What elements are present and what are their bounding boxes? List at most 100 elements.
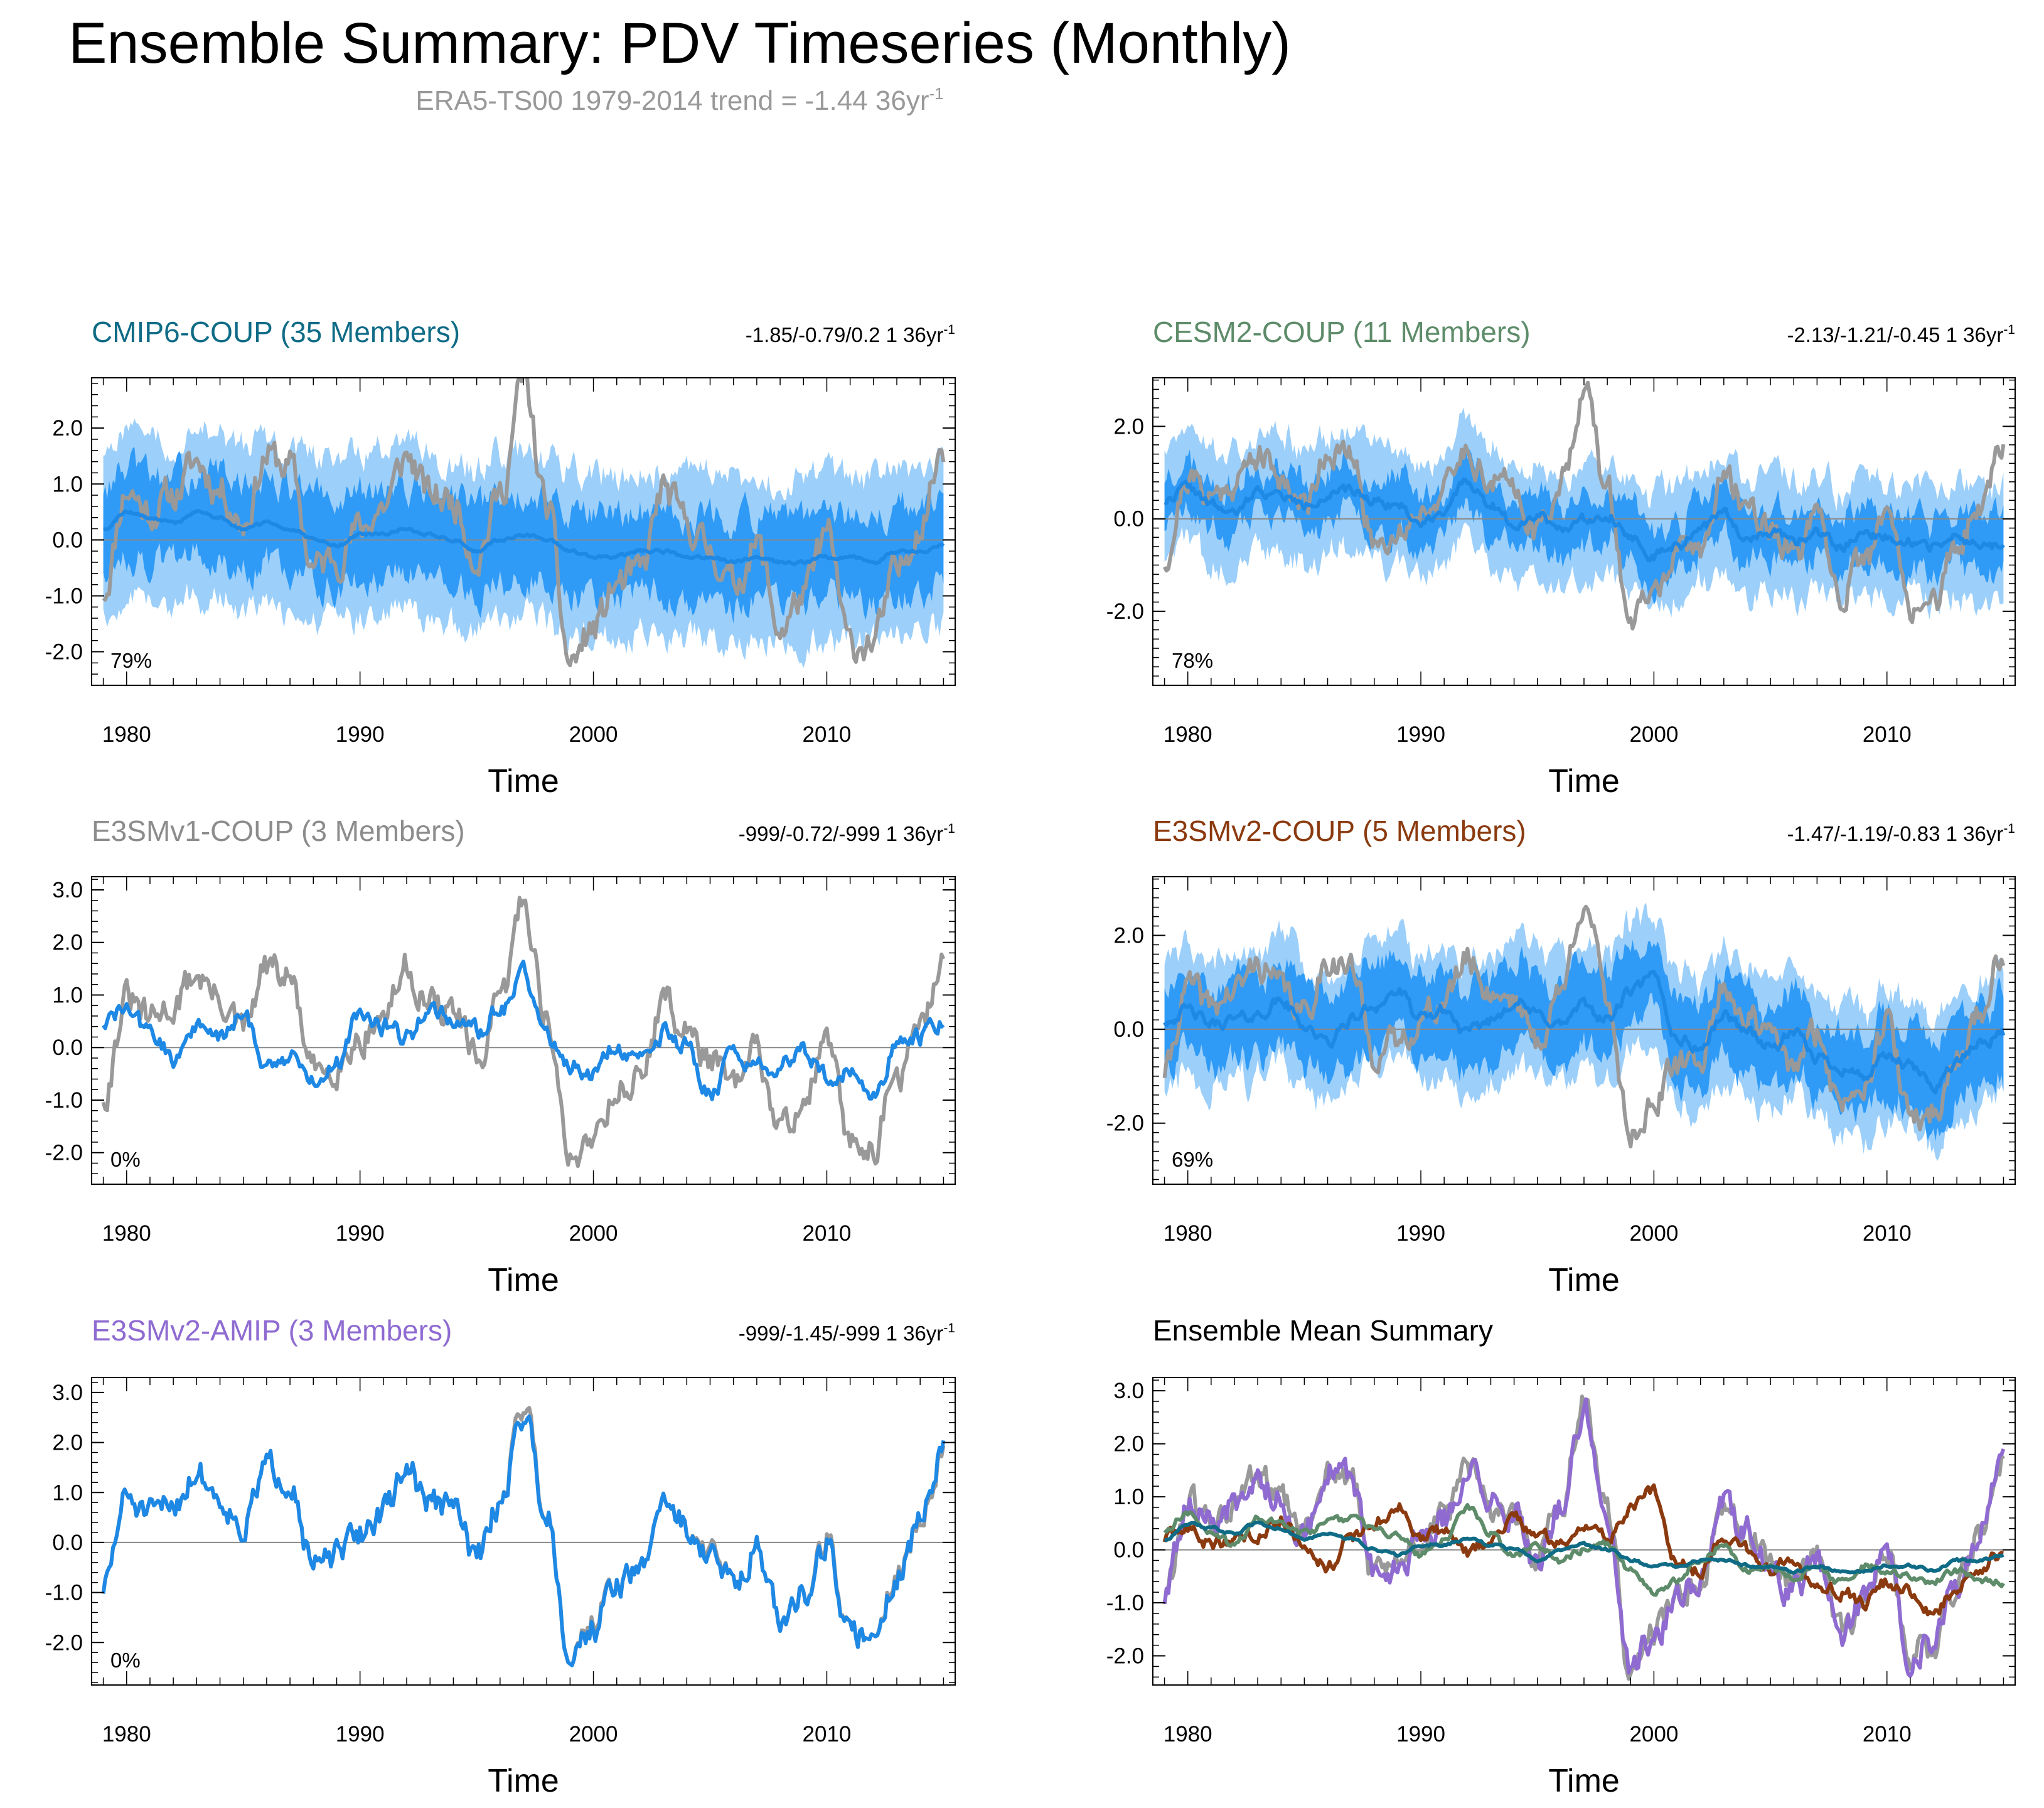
x-tick-label: 2000 (569, 1722, 618, 1746)
y-tick-label: -1.0 (1106, 1591, 1144, 1615)
y-tick-label: 2.0 (52, 416, 83, 441)
y-tick-label: 0.0 (52, 1035, 83, 1060)
x-axis-label: Time (488, 1262, 559, 1298)
y-tick-label: -2.0 (1106, 1644, 1144, 1669)
y-tick-label: -1.0 (45, 1088, 83, 1113)
panel-title: E3SMv2-AMIP (3 Members) (92, 1314, 452, 1347)
x-axis-label: Time (488, 1763, 559, 1799)
y-tick-label: 3.0 (1113, 1379, 1144, 1403)
x-tick-label: 2010 (803, 1722, 852, 1746)
panel-trend: -1.47/-1.19/-0.83 1 36yr-1 (1787, 821, 2015, 845)
x-tick-label: 1980 (102, 1722, 151, 1746)
series-line-ensemble-mean (103, 509, 945, 566)
y-tick-label: 1.0 (52, 1480, 83, 1505)
panel-trend-sup: -1 (2003, 821, 2015, 836)
series-line-e3smv2-coup (1162, 1483, 2004, 1617)
plot-data (92, 378, 955, 668)
x-tick-label: 1980 (1164, 1722, 1212, 1746)
panel-trend-text: -999/-1.45/-999 1 36yr (739, 1322, 944, 1345)
plot-data (1153, 902, 2015, 1161)
x-tick-label: 1990 (1396, 1722, 1445, 1746)
series-line-cesm2-coup (1163, 1503, 2005, 1597)
figure-subtitle-sup: -1 (929, 84, 944, 103)
y-tick-label: 0.0 (1113, 507, 1144, 532)
series-line-era5-ts00 (102, 378, 946, 668)
x-tick-label: 2010 (1863, 1221, 1912, 1246)
panel-title: CESM2-COUP (11 Members) (1153, 316, 1531, 348)
band-inner-band (1164, 442, 2004, 605)
x-tick-label: 1990 (336, 1722, 385, 1746)
percent-label: 0% (110, 1649, 141, 1672)
series-line-e3smv2-amip (1162, 1397, 2006, 1678)
y-tick-label: -2.0 (45, 1630, 83, 1655)
x-tick-label: 2010 (1863, 722, 1912, 747)
plot-data (1153, 1394, 2015, 1681)
panel-trend-sup: -1 (943, 821, 955, 836)
figure-subtitle: ERA5-TS00 1979-2014 trend = -1.44 36yr-1 (415, 84, 943, 116)
panel-trend: -999/-0.72/-999 1 36yr-1 (739, 821, 955, 845)
x-tick-label: 1980 (102, 722, 151, 747)
panel-cmip6: CMIP6-COUP (35 Members) -1.85/-0.79/0.2 1… (45, 316, 956, 800)
figure-title: Ensemble Summary: PDV Timeseries (Monthl… (68, 11, 1291, 75)
x-tick-label: 2000 (569, 722, 618, 747)
x-tick-label: 2000 (1629, 722, 1678, 747)
series-line-ensemble-mean (101, 1414, 946, 1667)
y-tick-label: 1.0 (52, 472, 83, 496)
x-tick-label: 1990 (1396, 1221, 1445, 1246)
band-inner-band (1164, 939, 2004, 1142)
y-tick-label: -1.0 (45, 584, 83, 608)
panel-trend: -1.85/-0.79/0.2 1 36yr-1 (746, 323, 955, 346)
y-tick-label: 0.0 (1113, 1538, 1144, 1563)
percent-label: 0% (110, 1148, 141, 1171)
y-tick-label: 2.0 (52, 1431, 83, 1455)
y-tick-label: -2.0 (1106, 599, 1144, 624)
panel-e3smv2amip: E3SMv2-AMIP (3 Members) -999/-1.45/-999 1… (45, 1314, 956, 1799)
y-tick-label: -1.0 (45, 1581, 83, 1605)
series-line-ensemble-mean (102, 960, 945, 1101)
plot-data (1153, 380, 2015, 631)
series-line-era5-ts00 (101, 896, 946, 1169)
y-tick-label: 2.0 (1113, 1432, 1144, 1457)
panel-grid: CMIP6-COUP (35 Members) -1.85/-0.79/0.2 1… (45, 316, 2016, 1799)
y-tick-label: 1.0 (52, 983, 83, 1007)
series-line-ensemble-mean (1164, 477, 2005, 563)
panel-cesm2: CESM2-COUP (11 Members) -2.13/-1.21/-0.45… (1106, 316, 2016, 800)
series-line-era5-ts00 (1162, 380, 2006, 631)
panel-trend: -2.13/-1.21/-0.45 1 36yr-1 (1787, 323, 2015, 346)
x-tick-label: 1990 (1396, 722, 1445, 747)
panel-trend: -999/-1.45/-999 1 36yr-1 (739, 1321, 955, 1345)
panel-trend-sup: -1 (943, 323, 955, 337)
plot-data (92, 896, 955, 1169)
y-tick-label: -2.0 (1106, 1111, 1144, 1136)
percent-label: 69% (1172, 1148, 1213, 1171)
panel-trend-text: -999/-0.72/-999 1 36yr (739, 822, 944, 845)
y-tick-label: 2.0 (1113, 414, 1144, 439)
panel-trend-text: -1.47/-1.19/-0.83 1 36yr (1787, 822, 2003, 845)
y-tick-label: -2.0 (45, 640, 83, 665)
series-line-era5-ts00 (1162, 1394, 2005, 1681)
series-line-cmip6-coup (1164, 1520, 2004, 1575)
panel-summary: Ensemble Mean Summary -2.0 -1.0 0.0 1.0 2.0 3.… (1106, 1314, 2016, 1799)
x-tick-label: 1980 (1164, 1221, 1212, 1246)
y-tick-label: -2.0 (45, 1141, 83, 1165)
y-tick-label: 2.0 (1113, 924, 1144, 948)
panel-e3smv1: E3SMv1-COUP (3 Members) -999/-0.72/-999 1… (45, 815, 956, 1298)
y-tick-label: 0.0 (1113, 1017, 1144, 1042)
percent-label: 79% (110, 649, 152, 672)
panel-title: E3SMv2-COUP (5 Members) (1153, 815, 1526, 847)
panel-title: E3SMv1-COUP (3 Members) (92, 815, 465, 847)
panel-trend-text: -1.85/-0.79/0.2 1 36yr (746, 323, 944, 346)
x-axis-label: Time (1548, 1262, 1620, 1298)
percent-label: 78% (1172, 649, 1213, 672)
x-tick-label: 2010 (803, 722, 852, 747)
x-axis-label: Time (1548, 763, 1620, 800)
panel-trend-sup: -1 (943, 1321, 955, 1335)
panel-trend-text: -2.13/-1.21/-0.45 1 36yr (1787, 323, 2003, 346)
y-tick-label: 0.0 (52, 528, 83, 552)
x-tick-label: 1990 (336, 1221, 385, 1246)
panel-trend-sup: -1 (2003, 323, 2015, 337)
x-tick-label: 2000 (1629, 1221, 1678, 1246)
y-tick-label: 2.0 (52, 931, 83, 955)
x-tick-label: 1980 (102, 1221, 151, 1246)
